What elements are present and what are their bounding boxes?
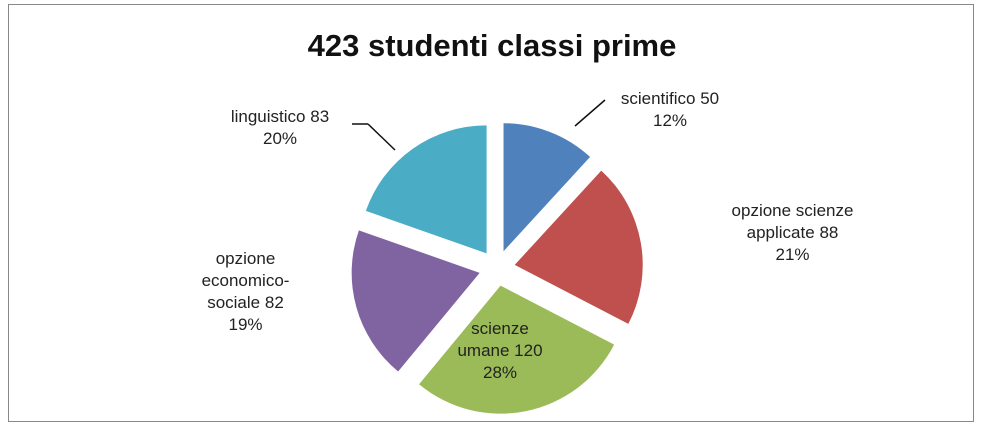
value: 82 [264, 293, 284, 312]
percent: 28% [482, 363, 518, 382]
slice-label: opzione economico-sociale 82 19% [183, 248, 308, 336]
value: 83 [310, 107, 330, 126]
slice-label: opzione scienze applicate 88 21% [705, 200, 880, 266]
slice-label: scientifico 50 12% [595, 88, 745, 132]
category: opzione economico-sociale [201, 249, 290, 312]
pie-slice [365, 125, 487, 254]
slice-label: scienze umane 120 28% [445, 318, 555, 384]
leader-line [574, 99, 606, 127]
value: 120 [514, 341, 543, 360]
category: linguistico [230, 107, 306, 126]
category: scientifico [620, 89, 696, 108]
chart-frame [8, 4, 974, 422]
category: scienze umane [457, 319, 529, 360]
pie-slice [351, 230, 480, 372]
value: 88 [819, 223, 839, 242]
percent: 19% [228, 315, 263, 334]
slice-label: linguistico 83 20% [195, 106, 365, 150]
leader-line [367, 123, 396, 151]
percent: 20% [262, 129, 298, 148]
percent: 21% [775, 245, 810, 264]
category: opzione scienze applicate [731, 201, 854, 242]
percent: 12% [652, 111, 688, 130]
pie-slice [514, 170, 643, 324]
pie-slice [503, 123, 591, 252]
pie-slice [419, 285, 615, 414]
chart-title: 423 studenti classi prime [307, 28, 677, 63]
value: 50 [700, 89, 720, 108]
